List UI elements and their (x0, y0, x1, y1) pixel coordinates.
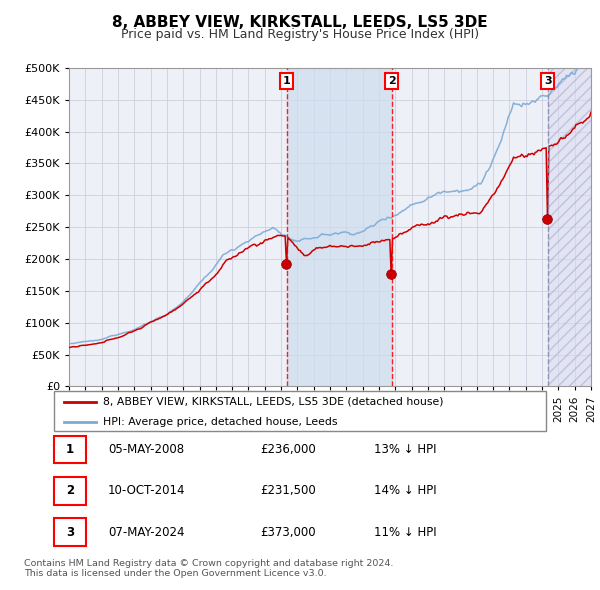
Text: 2: 2 (66, 484, 74, 497)
Text: 1: 1 (283, 76, 290, 86)
Text: 05-MAY-2008: 05-MAY-2008 (108, 443, 184, 456)
Text: 8, ABBEY VIEW, KIRKSTALL, LEEDS, LS5 3DE (detached house): 8, ABBEY VIEW, KIRKSTALL, LEEDS, LS5 3DE… (103, 397, 444, 407)
Text: £231,500: £231,500 (260, 484, 316, 497)
Text: Price paid vs. HM Land Registry's House Price Index (HPI): Price paid vs. HM Land Registry's House … (121, 28, 479, 41)
Text: £373,000: £373,000 (260, 526, 316, 539)
Text: 10-OCT-2014: 10-OCT-2014 (108, 484, 185, 497)
Text: This data is licensed under the Open Government Licence v3.0.: This data is licensed under the Open Gov… (24, 569, 326, 578)
Text: HPI: Average price, detached house, Leeds: HPI: Average price, detached house, Leed… (103, 417, 338, 427)
FancyBboxPatch shape (54, 477, 86, 505)
Bar (287, 68, 392, 386)
Text: 13% ↓ HPI: 13% ↓ HPI (374, 443, 436, 456)
Text: 11% ↓ HPI: 11% ↓ HPI (374, 526, 436, 539)
Text: 3: 3 (66, 526, 74, 539)
Bar (548, 68, 591, 386)
Text: 3: 3 (544, 76, 551, 86)
Bar (548, 68, 591, 386)
Text: 07-MAY-2024: 07-MAY-2024 (108, 526, 185, 539)
FancyBboxPatch shape (54, 518, 86, 546)
FancyBboxPatch shape (54, 435, 86, 464)
Text: 8, ABBEY VIEW, KIRKSTALL, LEEDS, LS5 3DE: 8, ABBEY VIEW, KIRKSTALL, LEEDS, LS5 3DE (112, 15, 488, 30)
Text: 2: 2 (388, 76, 395, 86)
Text: 14% ↓ HPI: 14% ↓ HPI (374, 484, 436, 497)
Text: £236,000: £236,000 (260, 443, 316, 456)
Text: 1: 1 (66, 443, 74, 456)
Text: Contains HM Land Registry data © Crown copyright and database right 2024.: Contains HM Land Registry data © Crown c… (24, 559, 394, 568)
